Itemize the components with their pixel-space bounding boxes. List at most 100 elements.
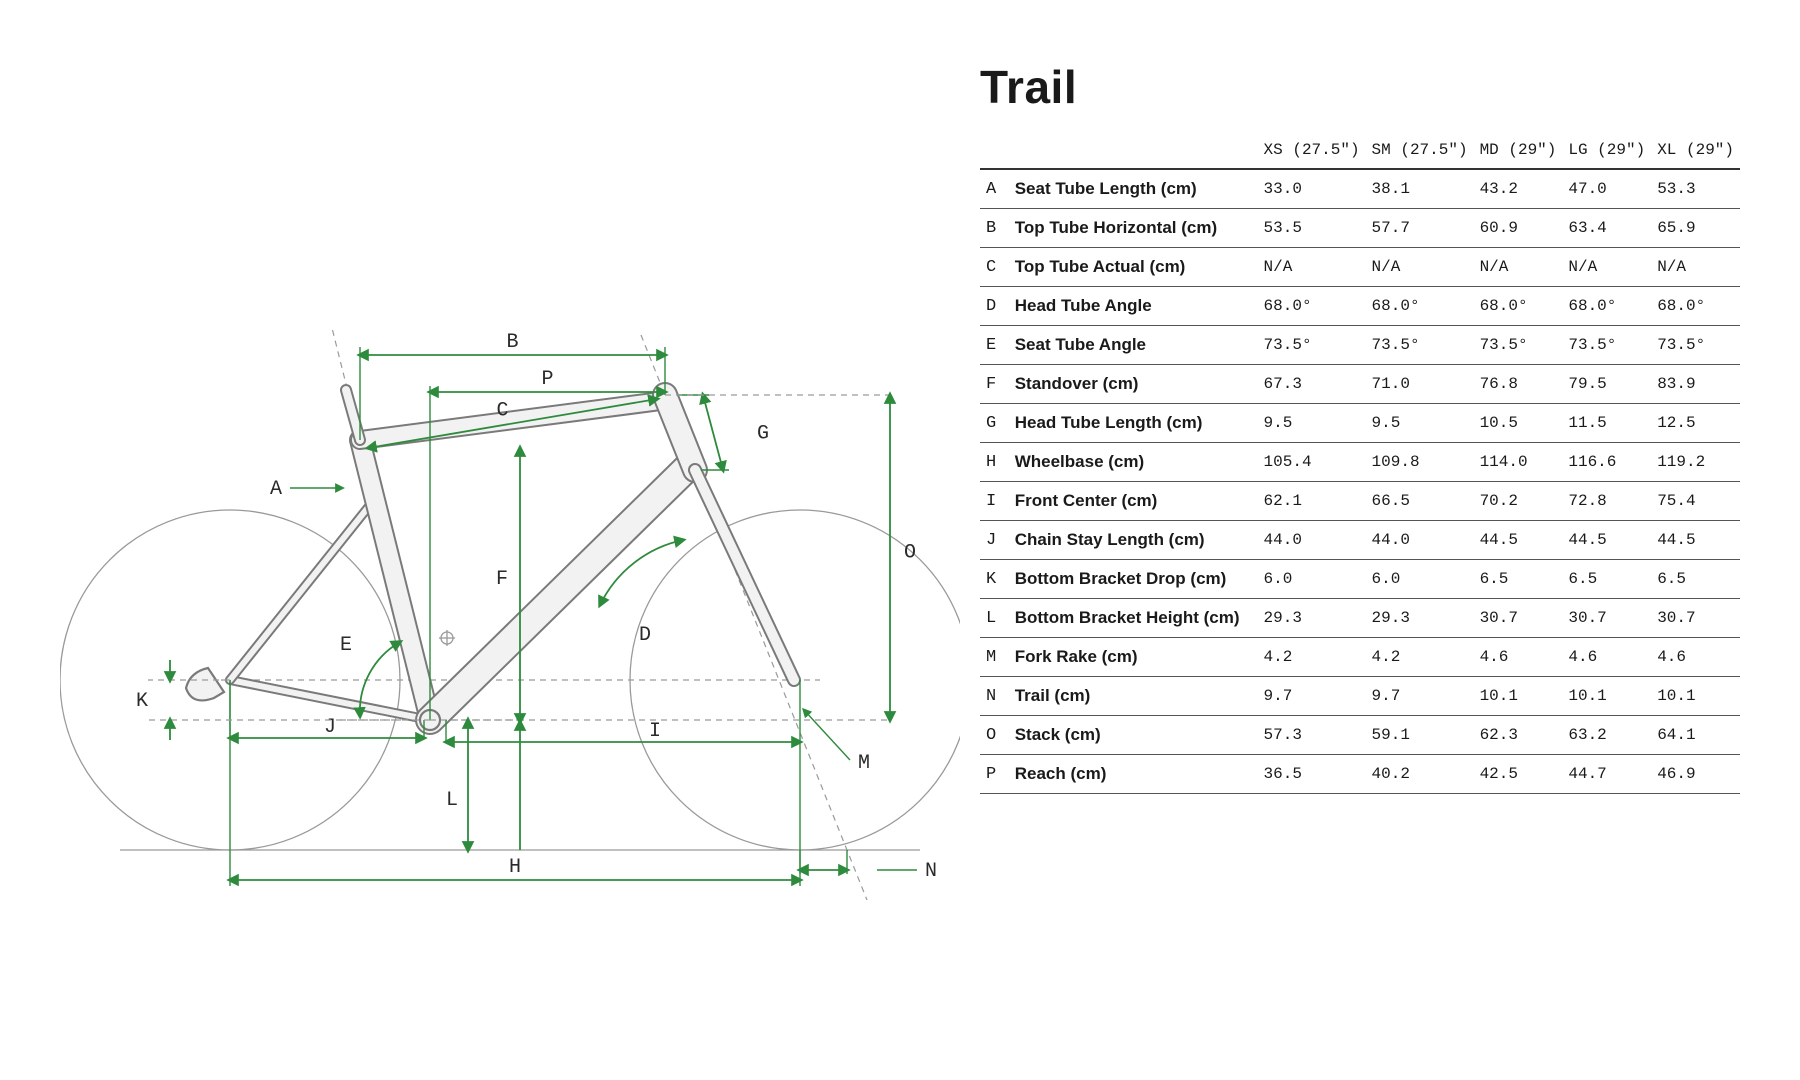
cell: 64.1	[1651, 716, 1740, 755]
cell: 6.0	[1258, 560, 1366, 599]
row-key: N	[980, 677, 1009, 716]
cell: 6.5	[1474, 560, 1563, 599]
col-header: XL (29")	[1651, 132, 1740, 169]
row-key: E	[980, 326, 1009, 365]
row-metric: Seat Tube Angle	[1009, 326, 1258, 365]
table-row: H Wheelbase (cm) 105.4109.8114.0116.6119…	[980, 443, 1740, 482]
cell: 109.8	[1366, 443, 1474, 482]
row-metric: Stack (cm)	[1009, 716, 1258, 755]
row-metric: Bottom Bracket Height (cm)	[1009, 599, 1258, 638]
cell: 73.5°	[1562, 326, 1651, 365]
table-row: L Bottom Bracket Height (cm) 29.329.330.…	[980, 599, 1740, 638]
cell: 63.4	[1562, 209, 1651, 248]
table-row: A Seat Tube Length (cm) 33.038.143.247.0…	[980, 169, 1740, 209]
geometry-table: XS (27.5")SM (27.5")MD (29")LG (29")XL (…	[980, 132, 1740, 794]
col-header: XS (27.5")	[1258, 132, 1366, 169]
cell: 10.5	[1474, 404, 1563, 443]
row-metric: Seat Tube Length (cm)	[1009, 169, 1258, 209]
row-metric: Standover (cm)	[1009, 365, 1258, 404]
row-key: J	[980, 521, 1009, 560]
cell: 68.0°	[1366, 287, 1474, 326]
table-row: F Standover (cm) 67.371.076.879.583.9	[980, 365, 1740, 404]
table-row: G Head Tube Length (cm) 9.59.510.511.512…	[980, 404, 1740, 443]
row-metric: Head Tube Length (cm)	[1009, 404, 1258, 443]
table-row: E Seat Tube Angle 73.5°73.5°73.5°73.5°73…	[980, 326, 1740, 365]
cell: 70.2	[1474, 482, 1563, 521]
svg-text:I: I	[649, 720, 661, 743]
table-row: I Front Center (cm) 62.166.570.272.875.4	[980, 482, 1740, 521]
cell: 76.8	[1474, 365, 1563, 404]
cell: 62.3	[1474, 716, 1563, 755]
cell: 63.2	[1562, 716, 1651, 755]
cell: 72.8	[1562, 482, 1651, 521]
cell: 105.4	[1258, 443, 1366, 482]
row-metric: Trail (cm)	[1009, 677, 1258, 716]
cell: 53.3	[1651, 169, 1740, 209]
cell: 9.5	[1366, 404, 1474, 443]
cell: 62.1	[1258, 482, 1366, 521]
row-key: B	[980, 209, 1009, 248]
cell: 6.5	[1651, 560, 1740, 599]
cell: 57.3	[1258, 716, 1366, 755]
col-header: SM (27.5")	[1366, 132, 1474, 169]
cell: 44.5	[1474, 521, 1563, 560]
table-row: M Fork Rake (cm) 4.24.24.64.64.6	[980, 638, 1740, 677]
cell: 10.1	[1651, 677, 1740, 716]
cell: 30.7	[1651, 599, 1740, 638]
row-key: F	[980, 365, 1009, 404]
cell: 40.2	[1366, 755, 1474, 794]
cell: 73.5°	[1651, 326, 1740, 365]
cell: 79.5	[1562, 365, 1651, 404]
cell: 9.5	[1258, 404, 1366, 443]
cell: 59.1	[1366, 716, 1474, 755]
cell: 114.0	[1474, 443, 1563, 482]
row-key: C	[980, 248, 1009, 287]
svg-text:B: B	[506, 331, 518, 354]
cell: 4.6	[1474, 638, 1563, 677]
cell: 36.5	[1258, 755, 1366, 794]
cell: 73.5°	[1258, 326, 1366, 365]
table-row: N Trail (cm) 9.79.710.110.110.1	[980, 677, 1740, 716]
row-key: K	[980, 560, 1009, 599]
svg-text:K: K	[136, 690, 148, 713]
cell: 75.4	[1651, 482, 1740, 521]
cell: 30.7	[1474, 599, 1563, 638]
col-header: MD (29")	[1474, 132, 1563, 169]
svg-text:O: O	[904, 542, 916, 565]
row-metric: Fork Rake (cm)	[1009, 638, 1258, 677]
row-key: M	[980, 638, 1009, 677]
cell: 33.0	[1258, 169, 1366, 209]
cell: 73.5°	[1366, 326, 1474, 365]
cell: 47.0	[1562, 169, 1651, 209]
row-metric: Head Tube Angle	[1009, 287, 1258, 326]
table-row: P Reach (cm) 36.540.242.544.746.9	[980, 755, 1740, 794]
cell: 68.0°	[1474, 287, 1563, 326]
svg-text:C: C	[496, 400, 508, 423]
cell: 57.7	[1366, 209, 1474, 248]
cell: 6.0	[1366, 560, 1474, 599]
row-key: L	[980, 599, 1009, 638]
col-header: LG (29")	[1562, 132, 1651, 169]
row-key: P	[980, 755, 1009, 794]
cell: 68.0°	[1258, 287, 1366, 326]
table-title: Trail	[980, 60, 1740, 114]
svg-text:M: M	[858, 752, 870, 775]
cell: 44.0	[1366, 521, 1474, 560]
cell: 9.7	[1258, 677, 1366, 716]
row-key: O	[980, 716, 1009, 755]
cell: 68.0°	[1562, 287, 1651, 326]
svg-text:D: D	[639, 624, 651, 647]
cell: 67.3	[1258, 365, 1366, 404]
row-metric: Reach (cm)	[1009, 755, 1258, 794]
cell: 53.5	[1258, 209, 1366, 248]
svg-text:A: A	[270, 478, 282, 501]
table-row: K Bottom Bracket Drop (cm) 6.06.06.56.56…	[980, 560, 1740, 599]
svg-text:E: E	[340, 634, 352, 657]
svg-text:L: L	[446, 789, 458, 812]
row-key: I	[980, 482, 1009, 521]
cell: 42.5	[1474, 755, 1563, 794]
cell: 71.0	[1366, 365, 1474, 404]
cell: 29.3	[1366, 599, 1474, 638]
svg-text:G: G	[757, 423, 769, 446]
cell: 10.1	[1562, 677, 1651, 716]
